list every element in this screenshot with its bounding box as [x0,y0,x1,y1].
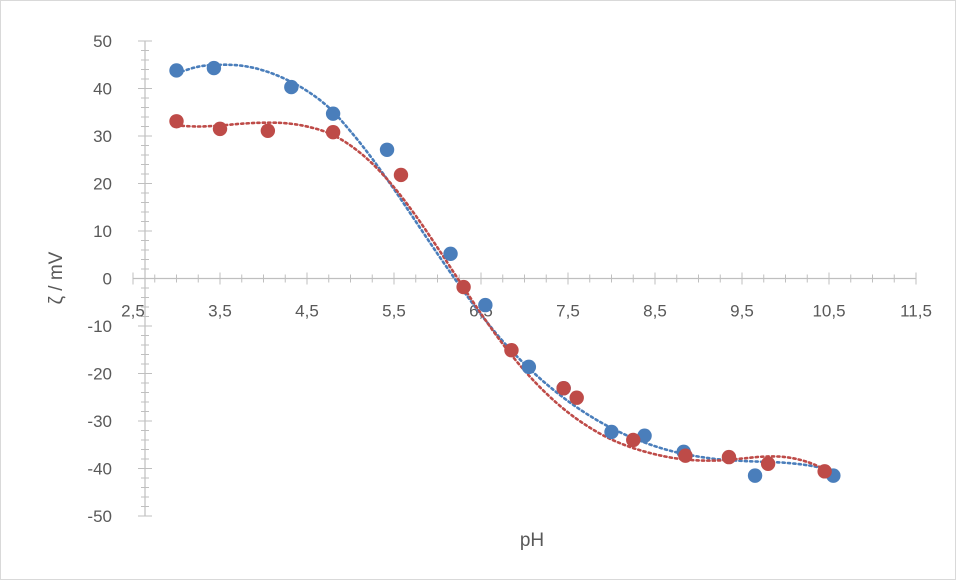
y-tick-label: 30 [93,127,112,146]
x-tick-label: 11,5 [900,302,932,321]
x-axis-title: pH [520,530,544,551]
y-tick-label: -40 [87,460,112,479]
y-tick-label: 0 [103,270,112,289]
data-point-series-2 [325,125,341,140]
data-point-series-2 [569,390,584,405]
data-point-series-2 [760,456,776,471]
data-point-series-2 [721,449,737,465]
data-point-series-2 [504,343,519,358]
y-tick-label: 50 [93,32,112,51]
trendline-series-2 [175,121,839,478]
data-point-series-2 [626,432,641,448]
x-tick-label: 4,5 [295,302,319,321]
data-point-series-1 [747,468,763,483]
data-point-series-1 [169,63,184,78]
x-tick-label: 10,5 [812,302,845,321]
y-tick-label: -10 [87,317,112,336]
data-point-series-1 [521,359,537,375]
data-point-series-2 [456,279,471,295]
data-point-series-2 [678,448,693,463]
x-tick-label: 9,5 [730,302,754,321]
data-point-series-1 [478,297,493,313]
data-point-series-1 [637,428,652,443]
x-tick-label: 3,5 [208,302,232,321]
trendline-series-1 [175,63,839,474]
y-tick-label: 40 [93,80,112,99]
x-tick-label: 8,5 [643,302,667,321]
y-tick-label: 10 [93,222,112,241]
data-point-series-1 [284,79,299,95]
data-point-series-2 [393,167,409,183]
y-axis-title: ζ / mV [46,251,67,304]
data-point-series-1 [443,246,458,261]
x-tick-label: 7,5 [556,302,580,321]
data-point-series-2 [817,464,832,479]
data-point-series-2 [260,123,276,138]
data-point-series-1 [604,424,619,440]
y-tick-label: -20 [87,365,112,384]
y-tick-label: 20 [93,175,112,194]
data-point-series-1 [325,106,341,121]
axes [132,40,917,517]
data-markers [169,60,841,483]
data-point-series-2 [556,381,571,396]
data-point-series-1 [379,142,395,157]
trendlines [175,63,839,478]
y-tick-label: -50 [87,507,112,526]
data-point-series-1 [206,60,222,76]
x-tick-label: 5,5 [382,302,406,321]
x-tick-labels: 2,5 3,5 4,5 5,5 6,5 7,5 8,5 9,5 10,5 11,5 [121,302,932,321]
y-tick-label: -30 [87,412,112,431]
x-tick-label: 2,5 [121,302,145,321]
y-tick-labels: 50 40 30 20 10 0 -10 -20 -30 -40 -50 [87,32,112,526]
data-point-series-2 [212,121,228,137]
data-point-series-2 [169,114,184,129]
